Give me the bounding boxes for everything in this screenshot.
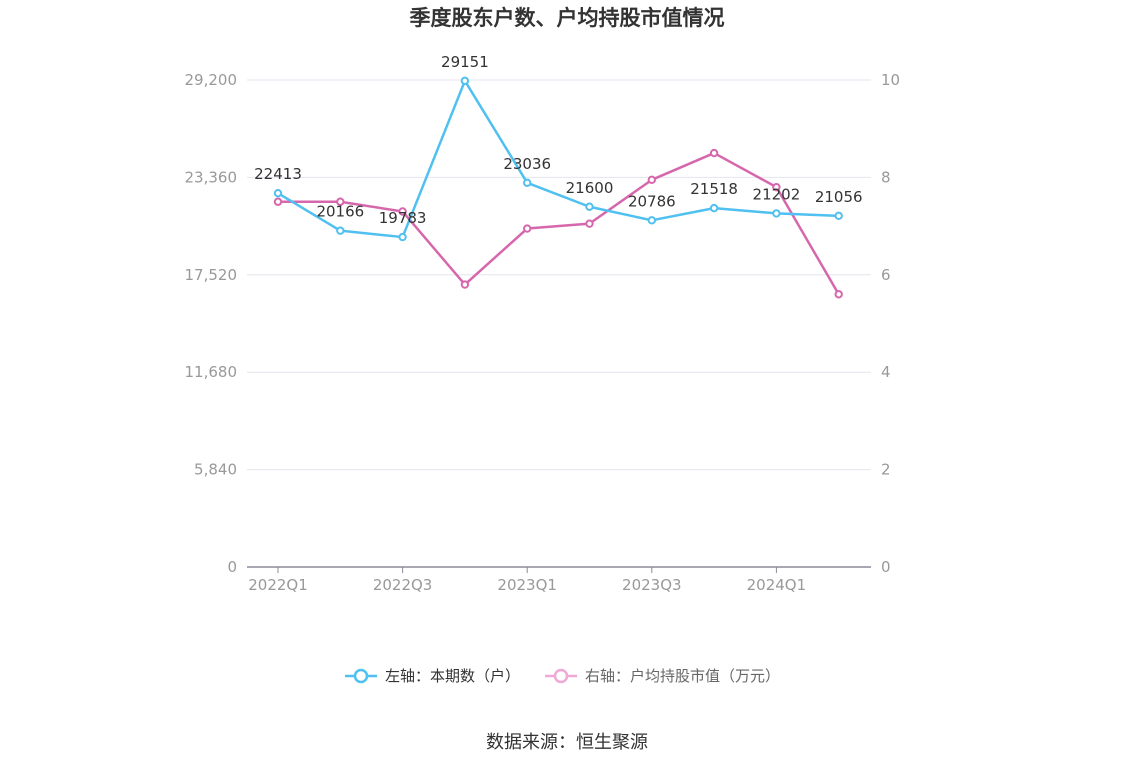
right-axis-tick-label: 10 xyxy=(881,71,900,89)
data-point-right[interactable] xyxy=(398,207,407,216)
right-axis-tick-label: 4 xyxy=(881,363,891,381)
legend-label: 右轴：户均持股市值（万元） xyxy=(585,667,780,685)
legend[interactable]: 左轴：本期数（户） 右轴：户均持股市值（万元） xyxy=(345,667,780,685)
right-axis-tick-label: 8 xyxy=(881,168,891,186)
data-label: 21600 xyxy=(566,179,614,197)
data-point-right[interactable] xyxy=(585,219,594,228)
data-point-left[interactable] xyxy=(523,178,532,188)
legend-item[interactable]: 右轴：户均持股市值（万元） xyxy=(545,667,780,685)
left-axis-tick-label: 29,200 xyxy=(185,71,238,89)
legend-item[interactable]: 左轴：本期数（户） xyxy=(345,667,520,685)
data-label: 21202 xyxy=(753,185,801,203)
x-axis-tick-label: 2022Q3 xyxy=(373,576,433,594)
data-point-left[interactable] xyxy=(647,216,656,225)
series-line-left xyxy=(277,79,839,239)
series-line-right xyxy=(278,151,840,295)
data-point-right[interactable] xyxy=(647,175,656,185)
right-axis-tick-label: 0 xyxy=(881,558,891,576)
grid-layer xyxy=(247,79,871,471)
data-label: 20166 xyxy=(316,203,364,221)
x-axis-tick-label: 2023Q1 xyxy=(497,576,557,594)
x-axis-tick-label: 2023Q3 xyxy=(622,576,682,594)
data-point-right[interactable] xyxy=(336,197,345,206)
data-point-left[interactable] xyxy=(772,209,781,218)
data-point-left[interactable] xyxy=(460,76,470,86)
data-label: 21056 xyxy=(815,188,863,206)
source-note: 数据来源：恒生聚源 xyxy=(486,732,648,753)
legend-swatch-marker xyxy=(353,668,369,684)
data-point-right[interactable] xyxy=(772,182,781,192)
chart-title: 季度股东户数、户均持股市值情况 xyxy=(410,6,725,30)
right-axis-tick-label: 6 xyxy=(881,266,891,284)
axis-layer: 0 0 5,840 2 11,680 4 17,520 6 23,360 8 29,200 10 202… xyxy=(185,71,901,594)
data-point-left[interactable] xyxy=(336,226,345,235)
left-axis-tick-label: 5,840 xyxy=(194,461,237,479)
data-point-left[interactable] xyxy=(709,203,719,213)
data-point-right[interactable] xyxy=(834,290,843,299)
data-label: 21518 xyxy=(690,180,738,198)
data-label: 19783 xyxy=(379,209,427,227)
data-point-right[interactable] xyxy=(709,148,719,158)
data-point-right[interactable] xyxy=(460,280,470,289)
data-label: 29151 xyxy=(441,53,489,71)
legend-swatch-marker xyxy=(553,668,569,684)
data-point-right[interactable] xyxy=(523,224,532,233)
data-label: 22413 xyxy=(254,165,302,183)
data-point-left[interactable] xyxy=(273,188,283,198)
left-axis-tick-label: 0 xyxy=(227,558,237,576)
x-axis-tick-label: 2022Q1 xyxy=(248,576,308,594)
data-point-left[interactable] xyxy=(398,232,407,242)
right-axis-tick-label: 2 xyxy=(881,461,891,479)
series-layer xyxy=(273,76,843,299)
data-point-left[interactable] xyxy=(834,211,843,221)
left-axis-tick-label: 11,680 xyxy=(185,363,238,381)
data-point-right[interactable] xyxy=(273,197,283,206)
left-axis-tick-label: 17,520 xyxy=(185,266,238,284)
x-axis-tick-label: 2024Q1 xyxy=(747,576,807,594)
data-label-layer: 22413 20166 19783 29151 23036 21600 20786 21518… xyxy=(254,53,862,227)
data-label: 23036 xyxy=(503,155,551,173)
left-axis-tick-label: 23,360 xyxy=(185,168,238,186)
data-point-left[interactable] xyxy=(585,202,594,211)
data-label: 20786 xyxy=(628,192,676,210)
legend-label: 左轴：本期数（户） xyxy=(385,667,520,685)
